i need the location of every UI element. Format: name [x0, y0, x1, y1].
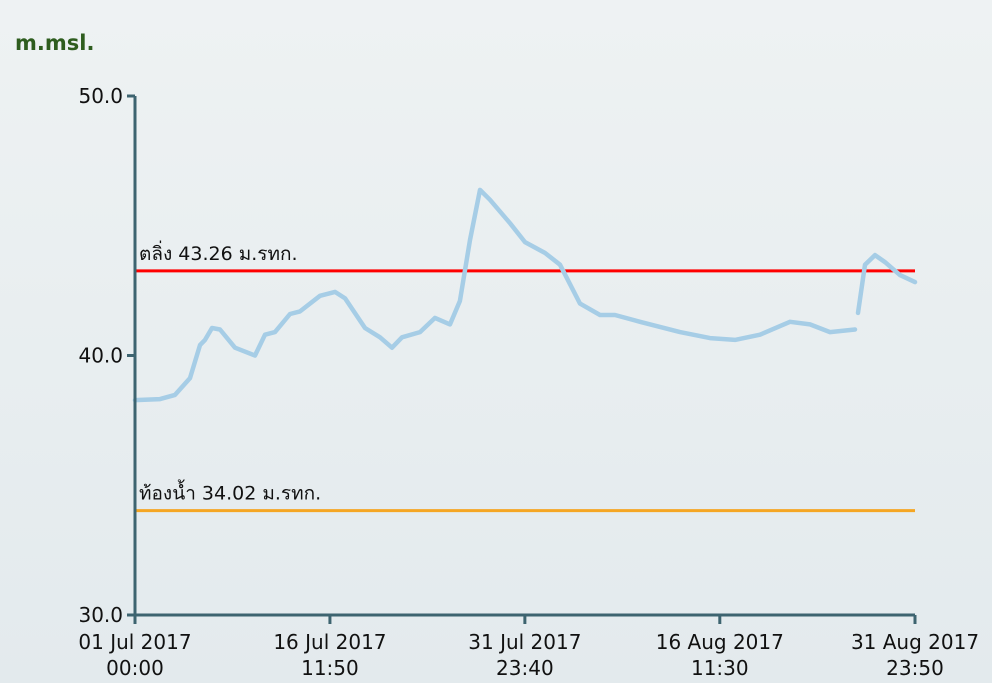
- x-tick-label: 16 Aug 2017: [656, 630, 784, 654]
- x-tick-label: 16 Jul 2017: [273, 630, 386, 654]
- x-tick-label: 31 Jul 2017: [468, 630, 581, 654]
- y-axis-label: m.msl.: [15, 31, 94, 55]
- x-tick-label: 23:40: [496, 656, 554, 680]
- x-tick-label: 01 Jul 2017: [78, 630, 191, 654]
- x-tick-label: 00:00: [106, 656, 164, 680]
- x-tick-label: 31 Aug 2017: [851, 630, 979, 654]
- y-tick-label: 40.0: [78, 344, 123, 368]
- y-tick-label: 50.0: [78, 84, 123, 108]
- x-tick-label: 11:30: [691, 656, 749, 680]
- y-tick-label: 30.0: [78, 603, 123, 627]
- data-line: [132, 187, 918, 403]
- reference-label: ท้องน้ำ 34.02 ม.รทก.: [139, 480, 321, 505]
- x-tick-label: 23:50: [886, 656, 944, 680]
- x-tick-label: 11:50: [301, 656, 359, 680]
- reference-label: ตลิ่ง 43.26 ม.รทก.: [139, 240, 298, 265]
